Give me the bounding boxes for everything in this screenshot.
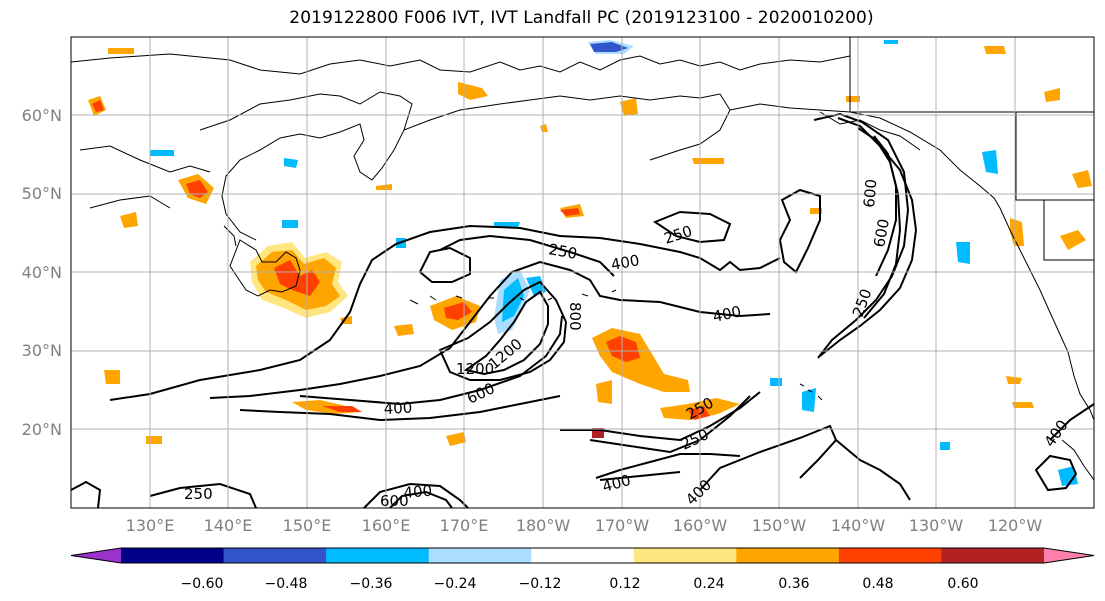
contour-label: 250 xyxy=(184,485,213,503)
colorbar-tick-label: 0.36 xyxy=(778,576,809,592)
lon-label: 130°E xyxy=(126,516,175,535)
lat-label: 20°N xyxy=(22,420,62,439)
lon-label: 160°W xyxy=(673,516,728,535)
colorbar-tick-label: −0.48 xyxy=(265,576,308,592)
contour-label: 600 xyxy=(870,217,893,248)
lat-label: 40°N xyxy=(22,263,62,282)
latitude-labels: 60°N 50°N 40°N 30°N 20°N xyxy=(22,106,62,439)
lon-label: 150°E xyxy=(283,516,332,535)
ivt-contours xyxy=(71,112,1094,508)
colorbar-tick-label: 0.24 xyxy=(693,576,724,592)
colorbar-segment xyxy=(326,548,430,563)
contour-label: 400 xyxy=(383,399,413,418)
colorbar-extend-upper xyxy=(1044,548,1094,563)
colorbar-tick-labels: −0.60 −0.48 −0.36 −0.24 −0.12 0.12 0.24 … xyxy=(181,576,979,592)
colorbar-segments xyxy=(70,547,1095,564)
lat-label: 60°N xyxy=(22,106,62,125)
lon-label: 140°W xyxy=(831,516,886,535)
colorbar-segment xyxy=(531,548,635,563)
lon-label: 170°W xyxy=(595,516,650,535)
contour-label: 250 xyxy=(547,240,578,263)
contour-label: 400 xyxy=(610,251,641,274)
lat-label: 50°N xyxy=(22,184,62,203)
lon-label: 170°E xyxy=(440,516,489,535)
lon-label: 140°E xyxy=(204,516,253,535)
longitude-labels: 130°E 140°E 150°E 160°E 170°E 180°W 170°… xyxy=(126,516,1043,535)
lon-label: 180°W xyxy=(516,516,571,535)
colorbar-segment xyxy=(121,548,225,563)
colorbar-tick-label: −0.60 xyxy=(181,576,224,592)
colorbar-tick-label: −0.36 xyxy=(350,576,393,592)
contour-label: 800 xyxy=(566,302,584,331)
lon-label: 130°W xyxy=(909,516,964,535)
colorbar-tick-label: 0.60 xyxy=(947,576,978,592)
lon-label: 120°W xyxy=(988,516,1043,535)
contour-label: 400 xyxy=(403,482,433,502)
colorbar-segment xyxy=(223,548,327,563)
borders xyxy=(849,37,1094,261)
pc-shading xyxy=(88,40,1092,486)
figure-title: 2019122800 F006 IVT, IVT Landfall PC (20… xyxy=(289,8,874,28)
contour-label: 400 xyxy=(711,302,743,326)
map-frame xyxy=(70,36,1095,509)
colorbar-segment xyxy=(941,548,1045,563)
colorbar-outline xyxy=(70,547,1095,564)
colorbar-tick-label: 0.48 xyxy=(862,576,893,592)
contour-label: 600 xyxy=(380,492,409,510)
colorbar-tick-label: 0.12 xyxy=(609,576,640,592)
coastlines xyxy=(71,53,1094,481)
contour-label: 600 xyxy=(860,178,880,208)
colorbar-segment xyxy=(838,548,942,563)
gridlines xyxy=(71,37,1094,508)
colorbar-segment xyxy=(736,548,840,563)
colorbar: −0.60 −0.48 −0.36 −0.24 −0.12 0.12 0.24 … xyxy=(70,547,1095,592)
colorbar-tick-label: −0.12 xyxy=(519,576,562,592)
contour-label: 1200 xyxy=(456,360,494,378)
colorbar-segment xyxy=(633,548,737,563)
lon-label: 150°W xyxy=(752,516,807,535)
colorbar-segment xyxy=(428,548,532,563)
lon-label: 160°E xyxy=(362,516,411,535)
colorbar-tick-label: −0.24 xyxy=(434,576,477,592)
lat-label: 30°N xyxy=(22,341,62,360)
colorbar-extend-lower xyxy=(71,548,121,563)
